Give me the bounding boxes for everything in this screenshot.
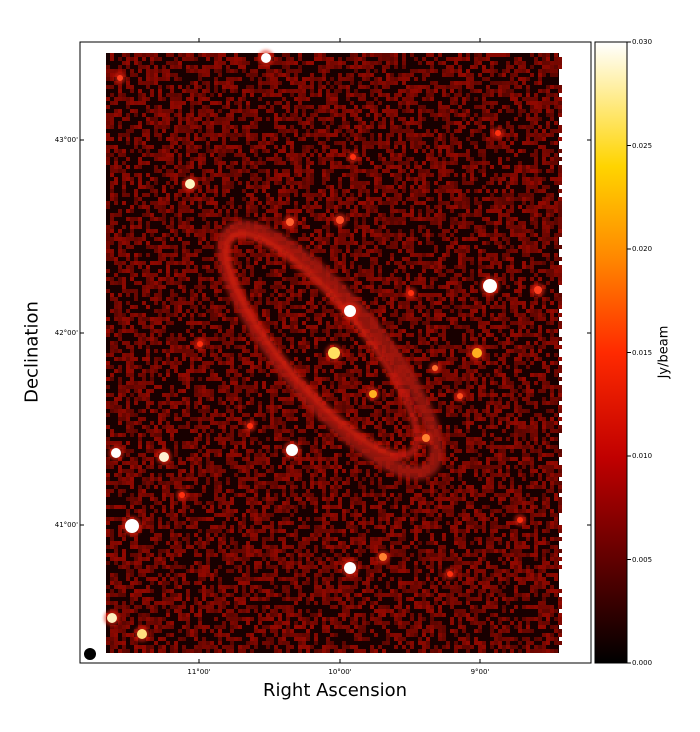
point-source [197, 341, 203, 347]
point-source [137, 629, 147, 639]
point-source [517, 517, 523, 523]
point-source [369, 390, 377, 398]
x-axis-label: Right Ascension [263, 680, 407, 701]
y-axis-label: Declination [21, 301, 43, 403]
colorbar-label: Jy/beam [656, 325, 672, 379]
point-source [344, 562, 356, 574]
point-sources [104, 50, 545, 642]
point-source [495, 130, 501, 136]
colorbar [594, 41, 628, 664]
colorbar-tick-label: 0.015 [632, 348, 653, 357]
colorbar-tick-label: 0.030 [632, 38, 653, 46]
y-tick-label: 42°00' [54, 329, 78, 337]
point-source [185, 179, 195, 189]
point-source [408, 290, 414, 296]
colorbar-tick-label: 0.020 [632, 245, 653, 253]
point-source [350, 154, 356, 160]
x-tick-label: 9°00' [470, 668, 490, 676]
point-source [472, 348, 482, 358]
point-source [117, 75, 123, 81]
point-source [379, 553, 387, 561]
beam-ellipse [84, 648, 96, 660]
point-source [286, 444, 298, 456]
point-source [159, 452, 169, 462]
y-tick-label: 43°00' [54, 136, 78, 144]
colorbar-tick-label: 0.010 [632, 452, 653, 460]
point-source [483, 279, 497, 293]
point-source [422, 434, 430, 442]
point-source [534, 286, 542, 294]
sky-image [84, 50, 562, 660]
colorbar-tick-label: 0.005 [632, 555, 653, 564]
colorbar-tick-label: 0.000 [632, 659, 653, 667]
point-source [111, 448, 121, 458]
point-source [336, 216, 344, 224]
point-source [247, 423, 253, 429]
x-tick-label: 11°00' [187, 668, 211, 676]
point-source [447, 571, 453, 577]
point-source [432, 365, 438, 371]
point-source [179, 492, 185, 498]
point-source [107, 613, 117, 623]
point-source [261, 53, 271, 63]
y-tick-label: 41°00' [54, 521, 78, 529]
point-source [457, 393, 463, 399]
point-source [286, 218, 294, 226]
colorbar-tick-label: 0.025 [632, 141, 653, 150]
point-source [344, 305, 356, 317]
point-source [125, 519, 139, 533]
point-source [328, 347, 340, 359]
x-tick-label: 10°00' [328, 668, 352, 676]
